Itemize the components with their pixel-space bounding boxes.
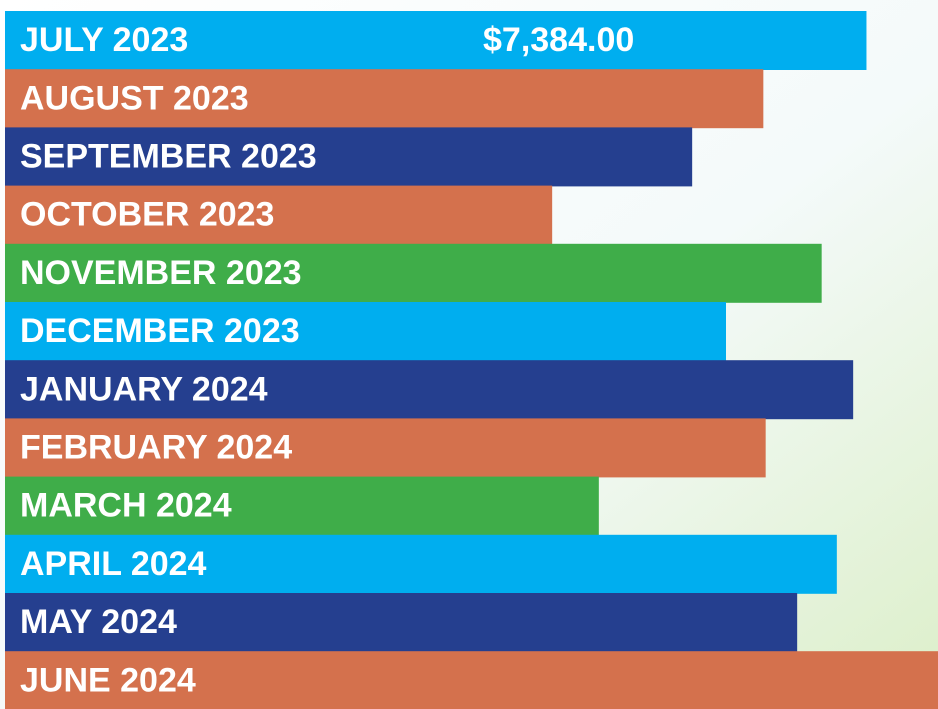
bar	[5, 185, 553, 245]
bar-label: DECEMBER 2023	[20, 312, 300, 350]
bar	[5, 127, 693, 187]
bar-label: AUGUST 2023	[20, 79, 249, 117]
bar-label: OCTOBER 2023	[20, 196, 274, 234]
bar	[5, 243, 822, 303]
bar	[5, 11, 867, 70]
bar	[5, 418, 766, 478]
bar	[5, 69, 764, 129]
bar-label: SEPTEMBER 2023	[20, 137, 317, 175]
bar-label: APRIL 2024	[20, 545, 207, 583]
bar-label: JANUARY 2024	[20, 370, 268, 408]
bar	[5, 476, 599, 536]
bar-label: JULY 2023	[20, 21, 188, 59]
value-label: $7,384.00	[483, 21, 634, 59]
bar	[5, 534, 837, 594]
bar-label: FEBRUARY 2024	[20, 428, 292, 466]
bar	[5, 360, 854, 420]
bar-label: NOVEMBER 2023	[20, 254, 302, 292]
bar	[5, 302, 726, 361]
bar	[5, 651, 938, 709]
bar-label: MAY 2024	[20, 603, 177, 641]
bar-label: JUNE 2024	[20, 661, 196, 699]
bar	[5, 593, 798, 652]
bar-label: MARCH 2024	[20, 487, 232, 525]
